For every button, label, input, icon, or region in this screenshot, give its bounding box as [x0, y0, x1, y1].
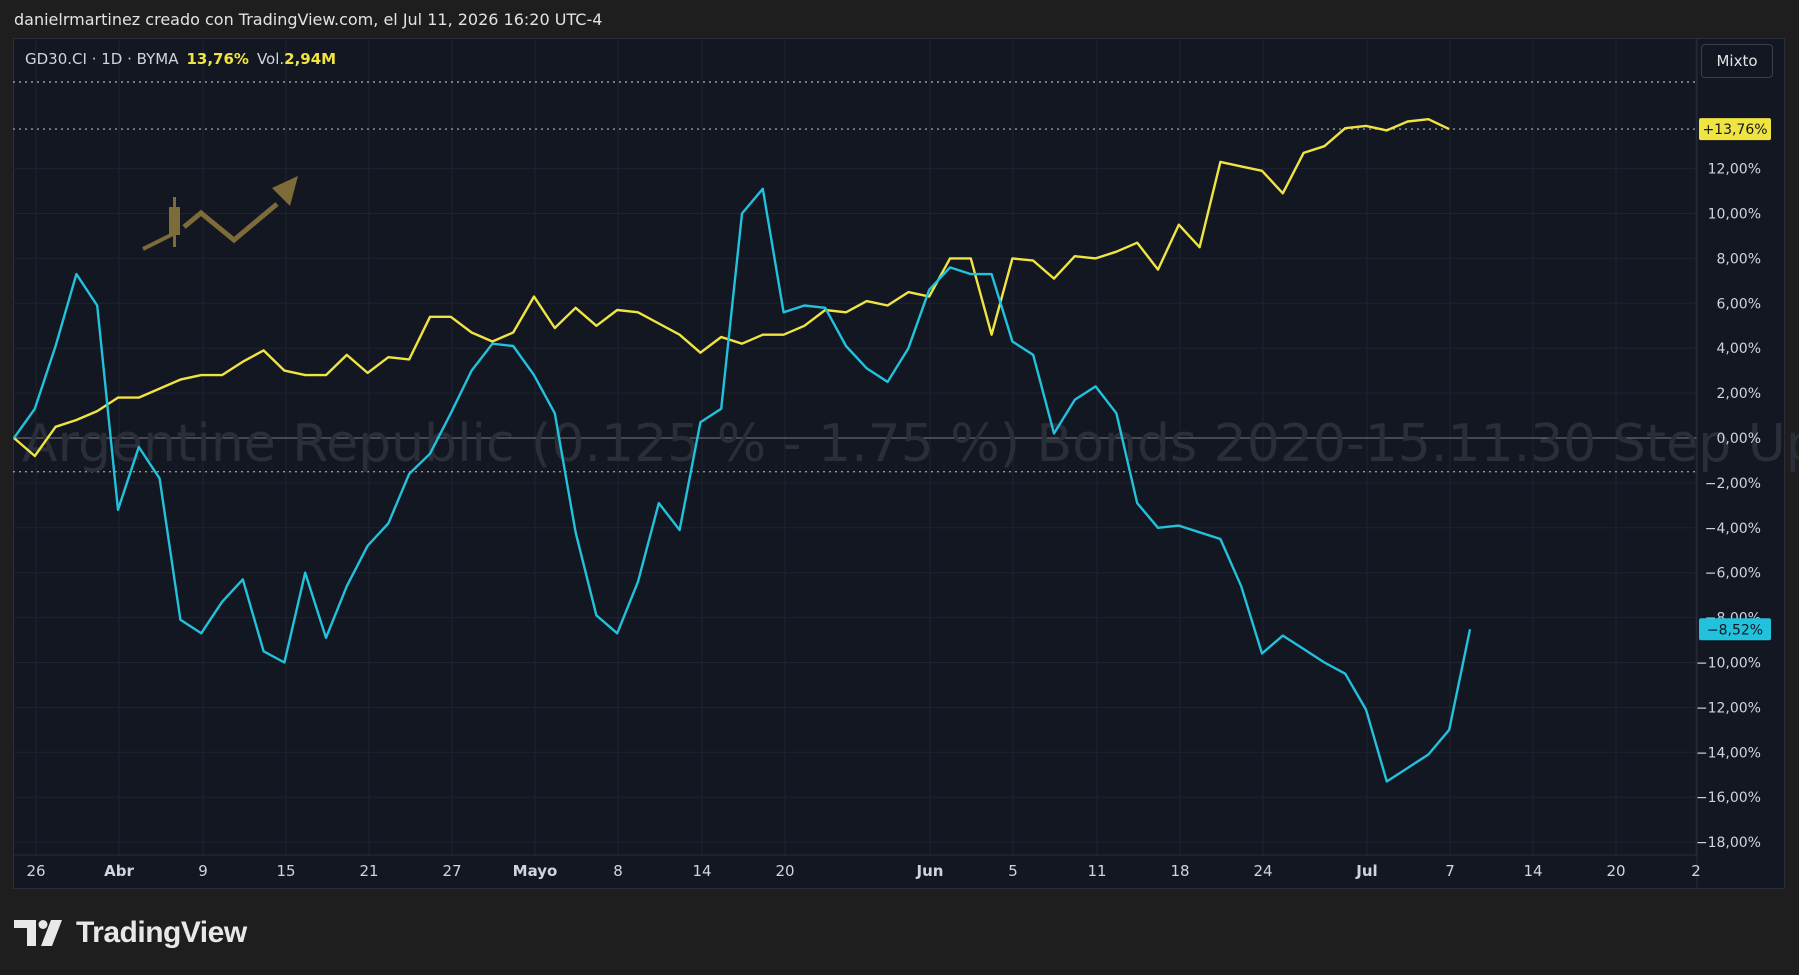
x-tick-label: Jun [916, 862, 944, 880]
legend-volume-label: Vol. [256, 50, 285, 68]
legend-volume-value: 2,94M [284, 50, 337, 68]
x-axis: 26 Abr 9 15 21 27 Mayo 8 14 20 Jun 5 11 18 24 Jul 7 14 20 2 [13, 854, 1701, 880]
x-tick-label: 18 [1170, 862, 1189, 880]
x-tick-label: 2 [1691, 862, 1701, 880]
y-tick-label: −12,00% [1696, 700, 1761, 716]
y-tick-label: 4,00% [1717, 341, 1761, 357]
y-tick-label: −16,00% [1696, 790, 1761, 806]
y-tick-label: 10,00% [1708, 207, 1761, 223]
tradingview-logo-icon [14, 920, 62, 946]
chart-logo-icon [142, 176, 298, 251]
chart-legend[interactable]: GD30.CI · 1D · BYMA 13,76% Vol.2,94M [25, 50, 336, 68]
x-tick-label: 27 [442, 862, 461, 880]
scale-mode-button[interactable]: Mixto [1701, 44, 1773, 78]
x-tick-label: 7 [1445, 862, 1455, 880]
y-tick-label: −4,00% [1705, 521, 1761, 537]
y-tick-label: 0,00% [1717, 431, 1761, 447]
x-tick-label: 21 [359, 862, 378, 880]
symbol-watermark: Argentine Republic (0.125 % - 1.75 %) Bo… [22, 414, 1799, 474]
x-tick-label: 14 [692, 862, 711, 880]
price-badge-label: +13,76% [1702, 122, 1767, 138]
y-tick-label: −10,00% [1696, 656, 1761, 672]
x-tick-label: Jul [1355, 862, 1377, 880]
chart-caption: danielrmartinez creado con TradingView.c… [14, 10, 603, 29]
x-tick-label: Mayo [513, 862, 558, 880]
x-tick-label: 9 [198, 862, 208, 880]
price-badge [1699, 618, 1771, 641]
x-tick-label: 8 [613, 862, 623, 880]
series-line-cyan[interactable] [13, 187, 1472, 783]
series-layer [13, 117, 1472, 783]
x-tick-label: 26 [26, 862, 45, 880]
y-tick-label: −2,00% [1705, 476, 1761, 492]
price-badges: +13,76% −8,52% [1699, 118, 1771, 641]
x-tick-label: 11 [1087, 862, 1106, 880]
chart-panel[interactable] [13, 38, 1785, 889]
price-badge-label: −8,52% [1707, 622, 1763, 638]
x-tick-label: 15 [276, 862, 295, 880]
y-tick-label: −14,00% [1696, 745, 1761, 761]
x-tick-label: 24 [1253, 862, 1272, 880]
y-tick-label: 6,00% [1717, 296, 1761, 312]
legend-change: 13,76% [186, 50, 249, 68]
legend-symbol[interactable]: GD30.CI · 1D · BYMA [25, 50, 179, 68]
x-tick-label: 5 [1008, 862, 1018, 880]
series-line-yellow[interactable] [13, 117, 1450, 458]
x-tick-label: 14 [1523, 862, 1542, 880]
price-badge [1699, 118, 1771, 141]
y-tick-label: −18,00% [1696, 835, 1761, 851]
tradingview-brand[interactable]: TradingView [14, 916, 247, 950]
y-tick-label: −6,00% [1705, 566, 1761, 582]
y-tick-label: 8,00% [1717, 251, 1761, 267]
y-tick-label: 12,00% [1708, 162, 1761, 178]
y-tick-label: 2,00% [1717, 386, 1761, 402]
brand-name: TradingView [76, 916, 247, 949]
x-tick-label: Abr [104, 862, 134, 880]
x-tick-label: 20 [1606, 862, 1625, 880]
x-tick-label: 20 [775, 862, 794, 880]
